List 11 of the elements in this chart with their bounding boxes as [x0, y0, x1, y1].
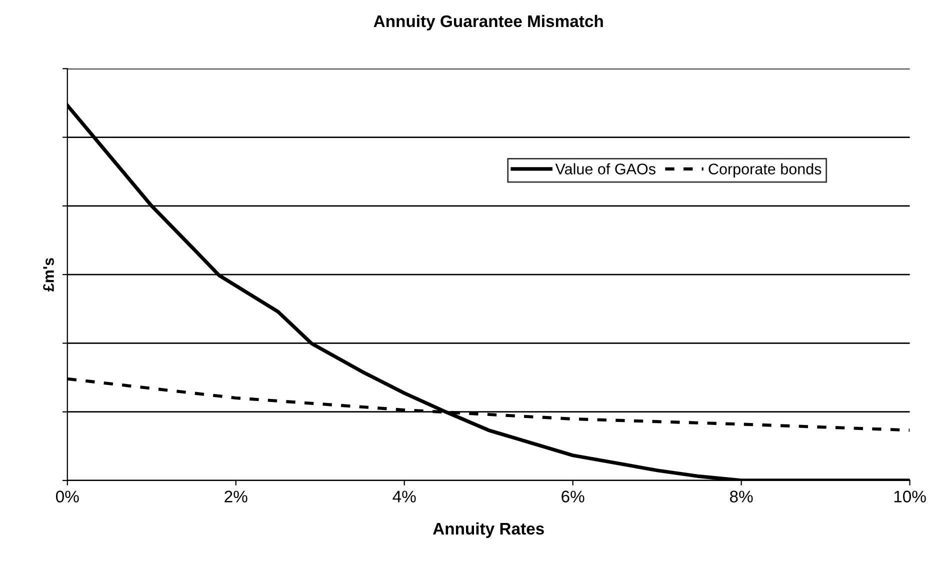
y-axis-title: £m's — [43, 258, 54, 292]
x-tick-label: 6% — [562, 490, 584, 502]
x-tick-label: 8% — [730, 490, 753, 502]
x-tick-label: 10% — [894, 490, 926, 502]
x-tick-label: 4% — [392, 490, 416, 502]
x-tick-label: 2% — [224, 490, 248, 502]
x-tick-label: 0% — [56, 490, 79, 502]
legend-label: Value of GAOs — [555, 163, 656, 174]
chart-title: Annuity Guarantee Mismatch — [374, 14, 603, 30]
x-axis-title: Annuity Rates — [432, 522, 544, 538]
legend-label: Corporate bonds — [708, 163, 822, 178]
